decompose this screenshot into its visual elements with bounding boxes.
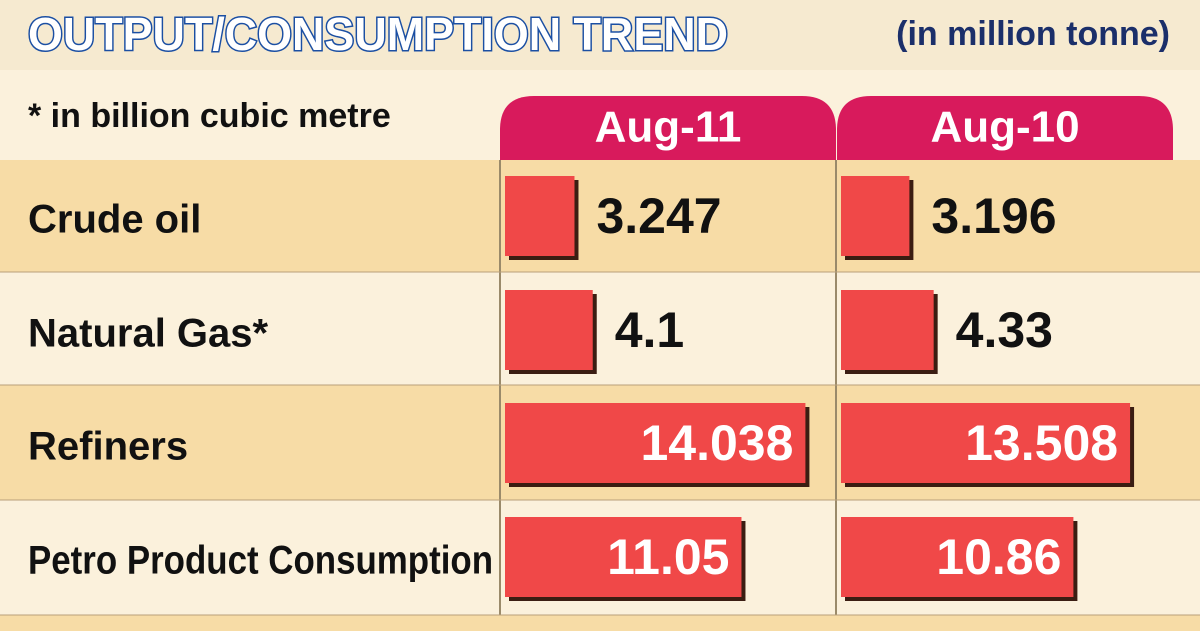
header-band	[0, 0, 1200, 70]
row-label: Crude oil	[28, 198, 201, 242]
value-label: 4.33	[956, 302, 1053, 358]
value-label: 11.05	[607, 529, 729, 585]
row-label: Natural Gas*	[28, 312, 269, 356]
bar	[841, 176, 910, 256]
row-label: Petro Product Consumption	[28, 539, 493, 583]
value-label: 13.508	[965, 415, 1118, 471]
bar	[505, 176, 575, 256]
value-label: 4.1	[615, 302, 685, 358]
chart-title: OUTPUT/CONSUMPTION TREND	[28, 8, 728, 60]
value-label: 10.86	[936, 529, 1061, 585]
column-tab	[837, 96, 1173, 160]
bar	[505, 290, 593, 370]
bar	[841, 290, 934, 370]
chart-subtitle: (in million tonne)	[896, 15, 1170, 53]
bar	[841, 517, 1074, 597]
row-band	[0, 272, 1200, 385]
bar	[505, 403, 806, 483]
legend-label: Aug-10	[930, 103, 1079, 152]
row-label: Refiners	[28, 425, 188, 469]
bar	[841, 403, 1131, 483]
value-label: 3.196	[931, 188, 1056, 244]
value-label: 3.247	[596, 188, 721, 244]
value-label: 14.038	[640, 415, 793, 471]
bar	[505, 517, 742, 597]
column-tab	[500, 96, 836, 160]
legend-label: Aug-11	[595, 103, 742, 152]
unit-note: * in billion cubic metre	[28, 97, 391, 135]
